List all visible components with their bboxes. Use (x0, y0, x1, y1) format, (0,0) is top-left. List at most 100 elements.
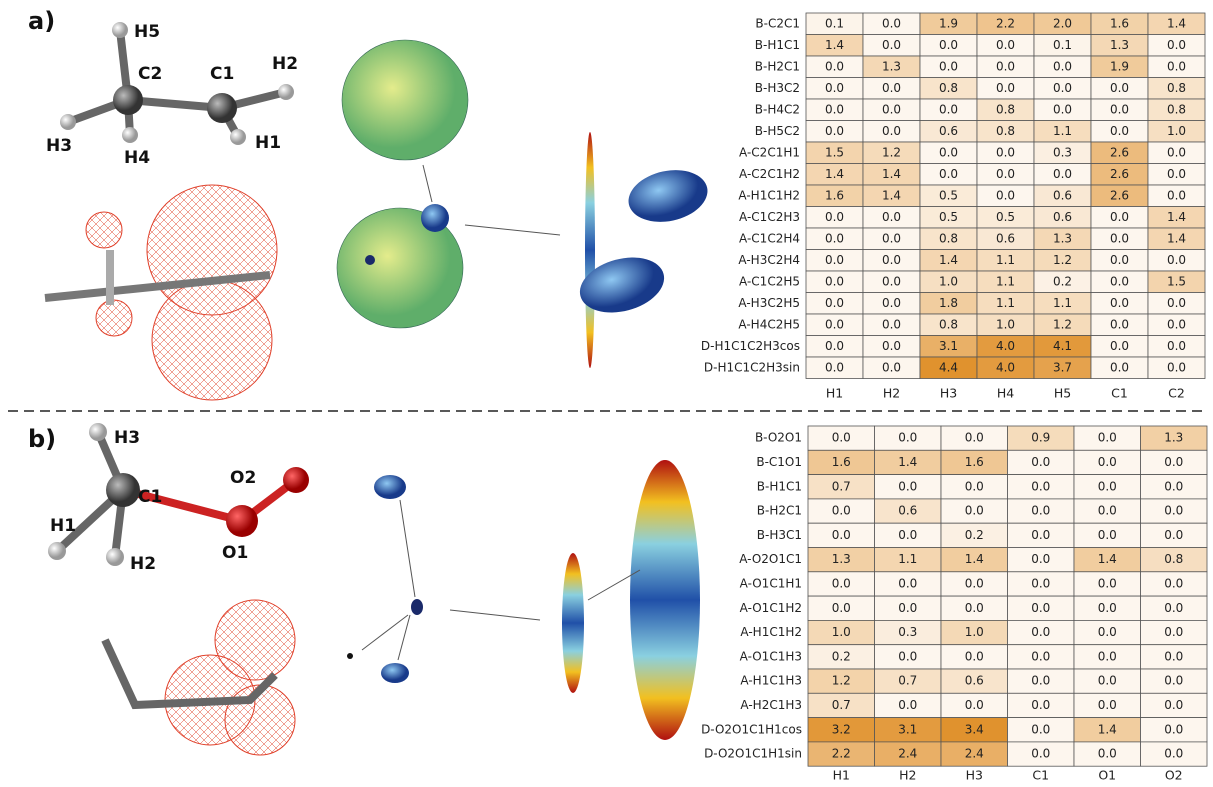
figure: a) b) H5 C2 C1 H2 H3 H4 H1 H (0, 0, 1213, 787)
row-label: B-H1C1 (757, 479, 802, 493)
cell-value: 0.0 (1164, 479, 1183, 493)
row-label: B-C2C1 (755, 16, 800, 30)
cell-value: 0.0 (1098, 674, 1117, 688)
cell-value: 0.0 (1110, 274, 1129, 288)
cell-value: 0.0 (898, 698, 917, 712)
row-label: B-H3C2 (755, 81, 800, 95)
cell-value: 0.0 (1167, 296, 1186, 310)
atom-label: C2 (138, 64, 162, 84)
cell-value: 0.0 (1110, 296, 1129, 310)
row-label: D-O2O1C1H1cos (701, 722, 802, 736)
cell-value: 0.0 (882, 360, 901, 374)
cell-value: 0.0 (832, 576, 851, 590)
row-label: A-C2C1H2 (739, 167, 800, 181)
cell-value: 0.1 (825, 16, 844, 30)
atom-label: H5 (134, 22, 160, 42)
cell-value: 0.0 (965, 698, 984, 712)
row-label: A-H3C2H5 (738, 296, 800, 310)
cell-value: 0.0 (1110, 231, 1129, 245)
cell-value: 0.0 (1167, 59, 1186, 73)
cell-value: 4.0 (996, 339, 1015, 353)
cell-value: 0.0 (882, 317, 901, 331)
cell-value: 0.0 (898, 528, 917, 542)
cell-value: 0.0 (898, 649, 917, 663)
cell-value: 0.0 (825, 317, 844, 331)
cell-value: 0.0 (1164, 674, 1183, 688)
cell-value: 0.0 (898, 576, 917, 590)
cell-value: 0.0 (1167, 167, 1186, 181)
cell-value: 0.0 (965, 479, 984, 493)
cell-value: 0.0 (882, 81, 901, 95)
cell-value: 0.0 (882, 339, 901, 353)
cell-value: 1.2 (882, 145, 901, 159)
row-label: A-O2O1C1 (739, 552, 802, 566)
cell-value: 0.0 (1031, 576, 1050, 590)
cell-value: 1.6 (832, 455, 851, 469)
cell-value: 0.0 (898, 431, 917, 445)
row-label: B-H1C1 (755, 38, 800, 52)
cell-value: 0.5 (996, 210, 1015, 224)
cell-value: 0.2 (832, 649, 851, 663)
cell-value: 0.0 (825, 274, 844, 288)
cell-value: 1.2 (1053, 317, 1072, 331)
cell-value: 1.4 (825, 38, 844, 52)
cell-value: 1.1 (1053, 124, 1072, 138)
cell-value: 0.0 (825, 81, 844, 95)
row-label: A-C1C2H5 (739, 274, 800, 288)
cell-value: 3.1 (898, 722, 917, 736)
cell-value: 0.0 (1031, 625, 1050, 639)
cell-value: 0.0 (882, 16, 901, 30)
cell-value: 0.0 (1098, 455, 1117, 469)
cell-value: 0.0 (1164, 455, 1183, 469)
cell-value: 0.0 (882, 124, 901, 138)
orbital-b (105, 600, 295, 755)
cell-value: 1.4 (1167, 210, 1186, 224)
cell-value: 2.2 (996, 16, 1015, 30)
cell-value: 0.0 (1098, 479, 1117, 493)
cell-value: 0.0 (1098, 528, 1117, 542)
cell-value: 0.8 (996, 102, 1015, 116)
atom-label: H2 (130, 554, 156, 574)
cell-value: 0.0 (965, 601, 984, 615)
cell-value: 0.0 (1031, 455, 1050, 469)
cell-value: 0.0 (1164, 698, 1183, 712)
cell-value: 0.0 (1110, 317, 1129, 331)
cell-value: 0.0 (825, 210, 844, 224)
cell-value: 1.3 (1164, 431, 1183, 445)
cell-value: 0.0 (832, 601, 851, 615)
cell-value: 0.0 (1164, 528, 1183, 542)
cell-value: 1.9 (939, 16, 958, 30)
cell-value: 0.0 (965, 576, 984, 590)
row-label: A-C1C2H4 (739, 231, 800, 245)
cell-value: 1.4 (898, 455, 917, 469)
orbital-a (45, 185, 277, 400)
cell-value: 2.6 (1110, 167, 1129, 181)
cell-value: 0.0 (1031, 601, 1050, 615)
cell-value: 0.0 (825, 59, 844, 73)
cell-value: 3.2 (832, 722, 851, 736)
atoms-b (48, 423, 309, 566)
cell-value: 1.4 (1098, 722, 1117, 736)
cell-value: 0.0 (832, 528, 851, 542)
row-label: A-H1C1H2 (738, 188, 800, 202)
cell-value: 0.0 (898, 479, 917, 493)
cell-value: 0.0 (1098, 625, 1117, 639)
cell-value: 0.0 (832, 504, 851, 518)
cell-value: 1.0 (939, 274, 958, 288)
cell-value: 0.6 (996, 231, 1015, 245)
cell-value: 0.2 (1053, 274, 1072, 288)
row-label: B-H2C1 (757, 504, 802, 518)
cell-value: 0.6 (1053, 188, 1072, 202)
col-label: H2 (883, 386, 900, 401)
row-label: A-H1C1H3 (740, 674, 802, 688)
row-label: A-C2C1H1 (739, 145, 800, 159)
row-label: D-H1C1C2H3sin (704, 360, 800, 374)
atom-label: H4 (124, 148, 150, 168)
cell-value: 0.0 (965, 431, 984, 445)
cell-value: 0.0 (1110, 210, 1129, 224)
cell-value: 0.0 (825, 360, 844, 374)
cell-value: 0.0 (1167, 317, 1186, 331)
cell-value: 0.0 (1164, 747, 1183, 761)
cell-value: 2.0 (1053, 16, 1072, 30)
cell-value: 1.4 (1098, 552, 1117, 566)
